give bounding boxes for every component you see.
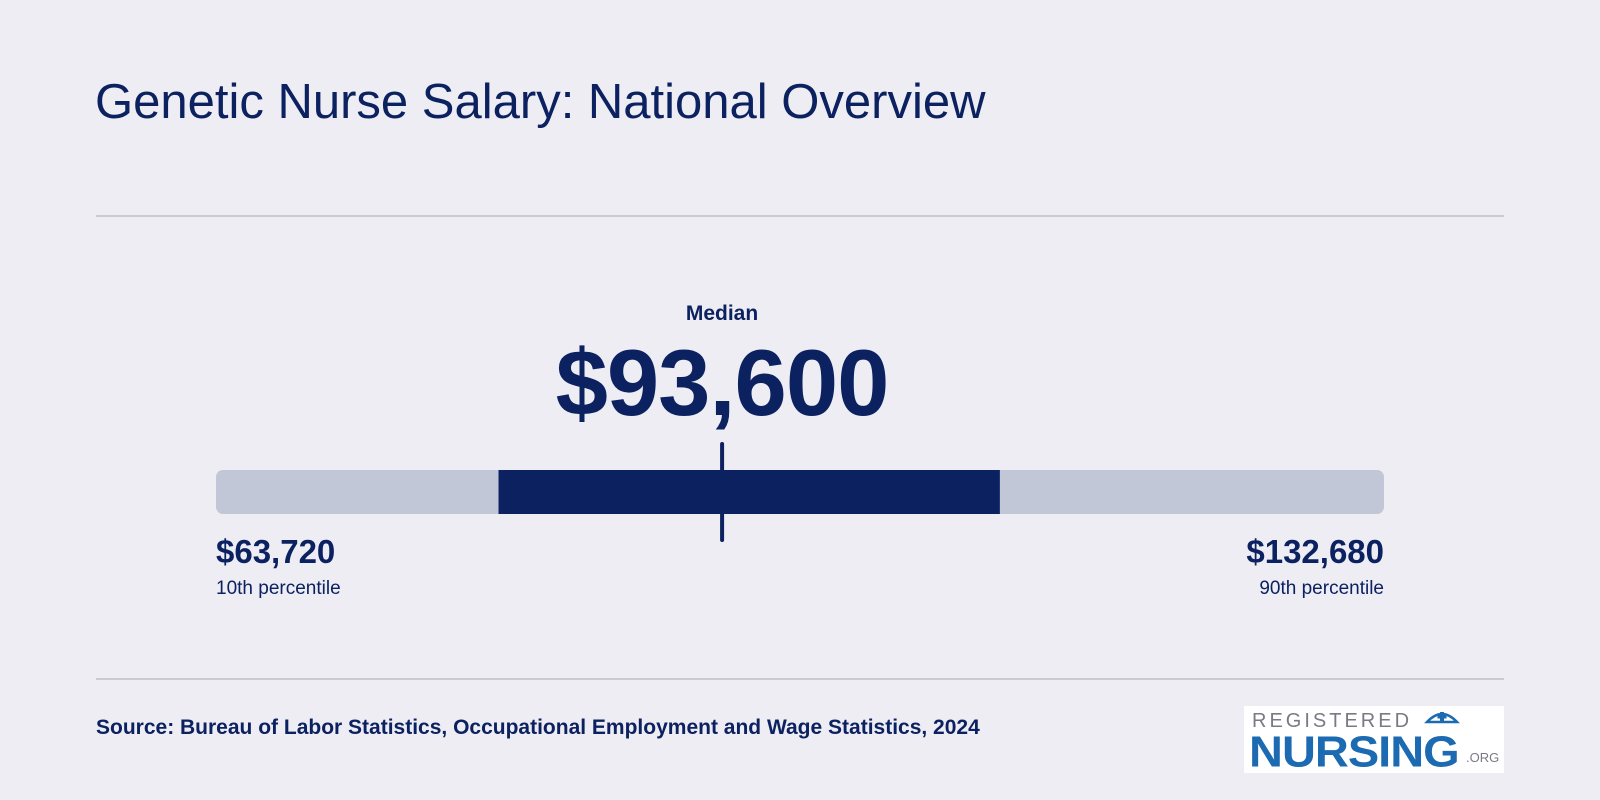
middle-range-bar: [498, 470, 1000, 514]
registered-nursing-logo[interactable]: REGISTERED NURSING .ORG: [1244, 706, 1504, 776]
nurse-cap-icon: [1424, 712, 1460, 724]
p90-label: 90th percentile: [1259, 578, 1384, 599]
bottom-divider: [96, 678, 1504, 680]
p10-value: $63,720: [216, 533, 336, 570]
top-divider: [96, 215, 1504, 217]
median-label: Median: [685, 302, 759, 325]
page-title: Genetic Nurse Salary: National Overview: [95, 75, 986, 129]
p10-label: 10th percentile: [216, 578, 341, 599]
median-value: $93,600: [555, 330, 890, 435]
logo-text-org: .ORG: [1466, 750, 1500, 765]
logo-text-registered: REGISTERED: [1252, 710, 1413, 732]
logo-text-nursing: NURSING: [1249, 726, 1460, 776]
source-note: Source: Bureau of Labor Statistics, Occu…: [96, 716, 980, 739]
p90-value: $132,680: [1246, 533, 1384, 570]
